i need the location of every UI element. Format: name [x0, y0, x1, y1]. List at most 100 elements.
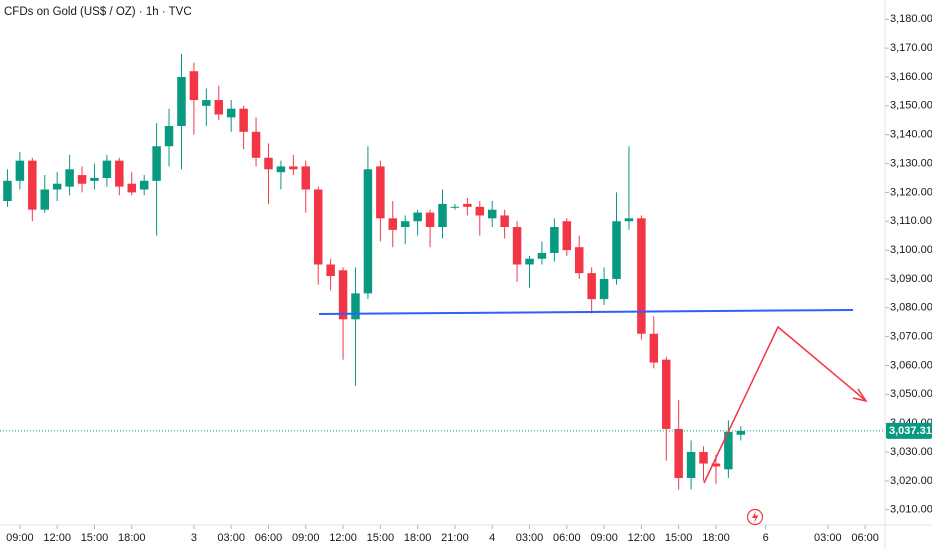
- candle-body: [214, 100, 224, 115]
- candle-body: [226, 108, 236, 118]
- candle-body: [637, 218, 646, 334]
- candle-body: [487, 209, 497, 219]
- candle-body: [599, 278, 609, 300]
- last-price-label: 3,037.310: [889, 425, 932, 437]
- x-tick-label: 09:00: [292, 532, 320, 544]
- y-tick-label: 3,160.00: [890, 71, 932, 83]
- y-tick-label: 3,060.00: [890, 359, 932, 371]
- x-tick-label: 15:00: [665, 532, 693, 544]
- x-tick-label: 06:00: [553, 532, 581, 544]
- candle-body: [3, 180, 12, 202]
- candle-body: [624, 218, 634, 222]
- candle-body: [699, 452, 708, 464]
- y-tick-label: 3,030.00: [890, 446, 932, 458]
- x-tick-label: 12:00: [329, 532, 357, 544]
- candle-body: [115, 160, 124, 187]
- x-tick-label: 3: [191, 532, 197, 544]
- candle-body: [661, 359, 671, 429]
- x-tick-label: 4: [489, 532, 495, 544]
- candle-body: [65, 169, 74, 187]
- candle-body: [202, 100, 211, 106]
- candle-body: [400, 221, 410, 227]
- candle-body: [15, 160, 25, 181]
- x-tick-label: 12:00: [628, 532, 656, 544]
- x-tick-label: 06:00: [851, 532, 879, 544]
- candle-body: [40, 189, 49, 210]
- x-tick-label: 15:00: [81, 532, 109, 544]
- x-tick-label: 12:00: [43, 532, 71, 544]
- candle-body: [177, 76, 186, 127]
- candle-body: [525, 258, 534, 265]
- candle-body: [90, 177, 99, 181]
- last-price-box: [886, 422, 932, 439]
- candle-body: [724, 431, 733, 470]
- chart-title: CFDs on Gold (US$ / OZ) · 1h · TVC: [4, 6, 192, 18]
- candle-body: [711, 463, 721, 467]
- y-tick-label: 3,020.00: [890, 475, 932, 487]
- candle-body: [463, 203, 472, 207]
- y-tick-label: 3,050.00: [890, 388, 932, 400]
- replay-icon[interactable]: [746, 508, 764, 526]
- plot: [0, 53, 885, 490]
- x-tick-label: 09:00: [6, 532, 34, 544]
- projection-arrowhead: [852, 388, 868, 403]
- icon-ring: [746, 508, 764, 526]
- y-tick-label: 3,070.00: [890, 331, 932, 343]
- candle-body: [127, 183, 137, 193]
- x-tick-label: 18:00: [118, 532, 146, 544]
- candle-body: [587, 273, 596, 300]
- candle-body: [425, 212, 435, 227]
- candle-body: [189, 71, 199, 101]
- candle-body: [686, 452, 696, 478]
- y-tick-label: 3,180.00: [890, 13, 932, 25]
- y-tick-label: 3,170.00: [890, 42, 932, 54]
- x-tick-label: 03:00: [516, 532, 544, 544]
- candle-body: [649, 333, 659, 363]
- candle-body: [363, 169, 373, 294]
- candle-body: [301, 166, 311, 190]
- candle-body: [550, 226, 559, 253]
- icon-bolt: [752, 511, 759, 523]
- candle-body: [338, 270, 348, 320]
- candle-body: [289, 166, 298, 170]
- projection-path: [703, 325, 866, 484]
- x-tick-label: 18:00: [702, 532, 730, 544]
- candle-body: [326, 264, 335, 277]
- y-tick-label: 3,090.00: [890, 273, 932, 285]
- y-tick-label: 3,120.00: [890, 186, 932, 198]
- x-tick-label: 18:00: [404, 532, 432, 544]
- x-tick-label: 03:00: [217, 532, 245, 544]
- candle-body: [239, 108, 248, 132]
- candle-body: [450, 206, 460, 208]
- y-tick-label: 3,010.00: [890, 504, 932, 516]
- y-tick-label: 3,080.00: [890, 302, 932, 314]
- x-tick-label: 03:00: [814, 532, 842, 544]
- candle-body: [264, 157, 273, 170]
- candle-body: [28, 160, 37, 210]
- y-tick-label: 3,130.00: [890, 157, 932, 169]
- candle-body: [102, 160, 112, 178]
- candle-body: [512, 226, 522, 265]
- y-tick-label: 3,150.00: [890, 100, 932, 112]
- x-tick-label: 15:00: [367, 532, 395, 544]
- candle-body: [313, 189, 323, 265]
- candle-body: [139, 180, 149, 190]
- candle-body: [674, 428, 683, 478]
- candle-body: [164, 126, 174, 147]
- support-line: [318, 309, 854, 315]
- candle-body: [276, 166, 286, 173]
- candle-body: [562, 221, 572, 251]
- candle-body: [574, 247, 584, 274]
- candle-body: [376, 166, 385, 219]
- candle-body: [77, 175, 87, 184]
- candle-body: [438, 203, 447, 227]
- candle-body: [351, 293, 360, 320]
- candle-body: [537, 252, 547, 259]
- y-tick-label: 3,110.00: [890, 215, 932, 227]
- candle-body: [388, 218, 398, 230]
- candle-body: [251, 131, 261, 158]
- candle-body: [612, 221, 621, 279]
- x-tick-label: 6: [763, 532, 769, 544]
